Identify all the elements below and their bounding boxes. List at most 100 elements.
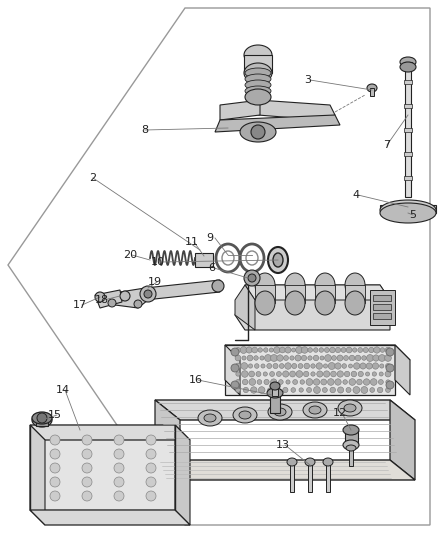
Ellipse shape (367, 84, 377, 92)
Circle shape (242, 356, 246, 360)
Ellipse shape (315, 291, 335, 315)
Ellipse shape (245, 68, 271, 78)
Circle shape (367, 354, 374, 361)
Ellipse shape (268, 247, 288, 273)
Polygon shape (220, 100, 260, 120)
Circle shape (249, 371, 254, 377)
Circle shape (300, 379, 304, 384)
Circle shape (343, 356, 349, 360)
Polygon shape (225, 345, 240, 395)
Circle shape (82, 463, 92, 473)
Polygon shape (235, 285, 255, 330)
Circle shape (114, 449, 124, 459)
Circle shape (362, 356, 366, 360)
Circle shape (293, 379, 297, 384)
Circle shape (248, 274, 256, 282)
Ellipse shape (233, 407, 257, 423)
Circle shape (299, 388, 304, 392)
Ellipse shape (267, 388, 283, 398)
Bar (285, 285, 305, 303)
Text: 6: 6 (208, 263, 215, 273)
Circle shape (331, 371, 336, 377)
Circle shape (360, 363, 366, 369)
Circle shape (274, 346, 280, 353)
Circle shape (304, 363, 310, 369)
Circle shape (247, 355, 253, 361)
Circle shape (236, 372, 240, 376)
Text: 17: 17 (73, 300, 87, 310)
Text: 10: 10 (151, 257, 165, 267)
Circle shape (241, 362, 247, 369)
Circle shape (290, 371, 296, 377)
Circle shape (353, 348, 357, 352)
Circle shape (349, 355, 355, 361)
Circle shape (314, 386, 320, 393)
Bar (404, 104, 412, 108)
Circle shape (50, 435, 60, 445)
Circle shape (380, 364, 384, 368)
Bar (405, 67, 411, 197)
Text: 18: 18 (95, 295, 109, 305)
Bar (404, 176, 412, 180)
Circle shape (298, 364, 303, 368)
Circle shape (332, 356, 336, 360)
Polygon shape (145, 280, 220, 300)
Ellipse shape (346, 445, 356, 451)
Text: 2: 2 (89, 173, 96, 183)
Circle shape (271, 354, 277, 361)
Circle shape (320, 356, 324, 360)
Bar (255, 285, 275, 303)
Ellipse shape (270, 382, 280, 390)
Circle shape (114, 463, 124, 473)
Polygon shape (155, 400, 415, 420)
Circle shape (353, 363, 360, 369)
Bar (36, 418, 48, 426)
Circle shape (241, 371, 248, 377)
Bar (290, 462, 294, 492)
Text: 4: 4 (353, 190, 360, 200)
Text: 3: 3 (304, 75, 311, 85)
Circle shape (50, 463, 60, 473)
Text: 7: 7 (383, 140, 391, 150)
Circle shape (385, 371, 391, 377)
Text: 13: 13 (276, 440, 290, 450)
Circle shape (337, 371, 343, 377)
Polygon shape (175, 425, 190, 525)
Circle shape (243, 387, 248, 393)
Circle shape (242, 379, 248, 385)
Polygon shape (155, 400, 180, 480)
Polygon shape (245, 285, 390, 300)
Circle shape (328, 378, 334, 385)
Bar (272, 388, 278, 396)
Circle shape (50, 477, 60, 487)
Text: 11: 11 (185, 237, 199, 247)
Polygon shape (115, 288, 148, 308)
Ellipse shape (305, 458, 315, 466)
Circle shape (283, 356, 289, 360)
Circle shape (341, 348, 346, 352)
Circle shape (386, 348, 394, 356)
Ellipse shape (380, 200, 436, 220)
Circle shape (369, 348, 374, 353)
Polygon shape (258, 100, 335, 120)
Ellipse shape (255, 291, 275, 315)
Circle shape (285, 347, 291, 353)
Circle shape (311, 364, 315, 368)
Ellipse shape (198, 410, 222, 426)
Circle shape (251, 387, 257, 393)
Polygon shape (395, 345, 410, 395)
Bar (404, 128, 412, 132)
Bar (404, 62, 412, 67)
Circle shape (378, 354, 385, 361)
Ellipse shape (32, 413, 52, 427)
Circle shape (276, 372, 281, 376)
Ellipse shape (343, 425, 359, 435)
Circle shape (358, 348, 363, 352)
Circle shape (307, 387, 311, 392)
Bar (270, 395, 280, 413)
Circle shape (372, 372, 377, 376)
Circle shape (385, 347, 391, 353)
Circle shape (385, 387, 390, 392)
Circle shape (325, 354, 332, 361)
Circle shape (246, 347, 252, 353)
